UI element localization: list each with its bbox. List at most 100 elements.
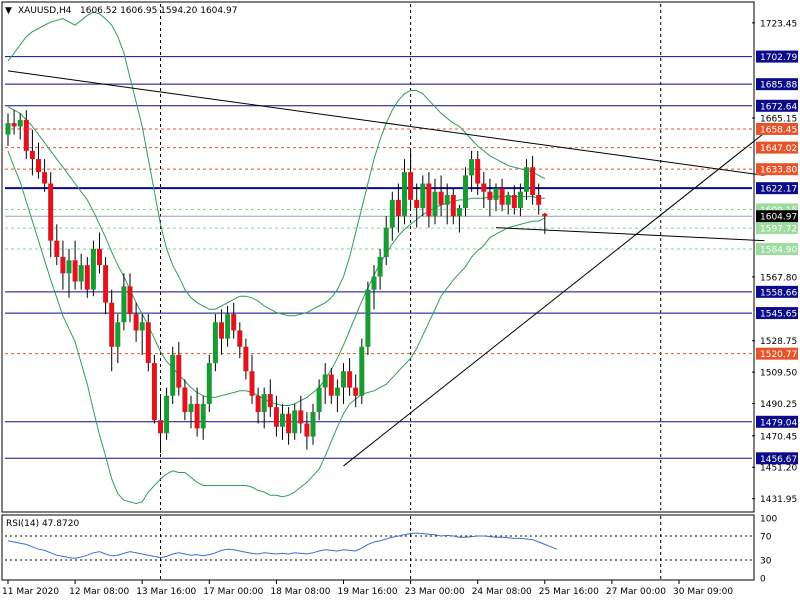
bullish-candle: [170, 354, 176, 396]
rsi-tick-label: 70: [760, 533, 772, 543]
bullish-candle: [517, 191, 523, 209]
bearish-candle: [353, 387, 359, 396]
bullish-candle: [261, 394, 267, 413]
bearish-candle: [273, 407, 279, 427]
y-tick-label: 1490.25: [760, 400, 797, 410]
bullish-candle: [322, 374, 328, 388]
bearish-candle: [414, 199, 420, 209]
bullish-candle: [78, 265, 84, 282]
bearish-candle: [151, 363, 157, 421]
price-level-label: 1633.80: [760, 166, 797, 176]
bearish-candle: [237, 330, 243, 347]
bearish-candle: [158, 420, 163, 434]
bearish-candle: [347, 371, 353, 388]
bearish-candle: [255, 395, 261, 413]
y-tick-label: 1528.75: [760, 337, 797, 347]
bearish-candle: [267, 394, 273, 408]
bullish-candle: [139, 322, 145, 331]
bearish-candle: [243, 346, 249, 372]
price-level-label: 1597.72: [760, 225, 797, 235]
price-level-badge: [756, 182, 798, 195]
bearish-candle: [219, 322, 224, 339]
price-level-badge: [756, 210, 798, 223]
bearish-candle: [438, 191, 444, 205]
bearish-candle: [109, 302, 115, 347]
bearish-candle: [536, 194, 542, 205]
bearish-candle: [328, 374, 334, 396]
bullish-candle: [359, 346, 365, 396]
bullish-candle: [402, 172, 407, 217]
price-level-label: 1456.67: [760, 455, 797, 465]
bullish-candle: [456, 208, 462, 217]
x-tick-label: 17 Mar 00:00: [203, 587, 263, 597]
price-level-label: 1584.90: [760, 246, 797, 256]
y-tick-label: 1665.15: [760, 115, 797, 125]
x-tick-label: 23 Mar 00:00: [405, 587, 465, 597]
rsi-tick-label: 0: [760, 575, 766, 585]
bearish-candle: [408, 172, 414, 200]
bullish-candle: [292, 410, 298, 434]
bearish-candle: [182, 387, 188, 413]
bullish-candle: [212, 322, 218, 364]
x-tick-label: 25 Mar 16:00: [539, 587, 599, 597]
price-level-label: 1672.64: [760, 102, 797, 112]
bearish-candle: [511, 194, 517, 209]
y-tick-label: 1431.95: [760, 495, 797, 505]
bearish-candle: [487, 191, 493, 200]
price-level-badge: [756, 243, 798, 256]
bullish-candle: [66, 260, 72, 274]
bearish-candle: [48, 183, 54, 241]
bearish-candle: [133, 314, 139, 331]
bollinger-upper-band: [7, 11, 546, 317]
bollinger-lower-band: [7, 150, 546, 505]
price-level-badge: [756, 452, 798, 465]
y-tick-label: 1567.80: [760, 273, 797, 283]
bullish-candle: [310, 412, 316, 437]
price-level-label: 1520.77: [760, 350, 797, 360]
bullish-candle: [341, 371, 346, 388]
x-tick-label: 24 Mar 08:00: [472, 587, 532, 597]
price-level-badge: [756, 307, 798, 320]
bearish-candle: [475, 159, 481, 184]
bullish-candle: [225, 314, 231, 339]
price-level-label: 1479.04: [760, 418, 797, 428]
price-level-label: 1685.88: [760, 81, 797, 91]
y-tick-label: 1509.50: [760, 369, 797, 379]
bearish-candle: [84, 265, 90, 290]
bullish-candle: [469, 159, 475, 176]
x-tick-label: 13 Mar 16:00: [136, 587, 196, 597]
bearish-candle: [145, 322, 151, 364]
bearish-candle: [194, 403, 200, 429]
bullish-candle: [90, 248, 96, 290]
price-level-badge: [756, 78, 798, 91]
trendline: [495, 227, 765, 242]
bullish-candle: [493, 188, 499, 200]
x-tick-label: 27 Mar 00:00: [606, 587, 666, 597]
bullish-candle: [121, 286, 127, 323]
bullish-candle: [200, 403, 206, 429]
bearish-candle: [127, 286, 133, 315]
price-level-label: 1702.79: [760, 53, 797, 63]
bearish-candle: [499, 188, 505, 205]
price-level-badge: [756, 163, 798, 176]
price-level-badge: [756, 122, 798, 135]
y-tick-label: 1470.45: [760, 432, 797, 442]
bullish-candle: [334, 387, 340, 396]
bearish-candle: [42, 172, 48, 184]
bearish-candle: [450, 194, 456, 217]
bearish-candle: [286, 413, 292, 434]
price-level-label: 1604.97: [760, 213, 797, 223]
bearish-candle: [36, 159, 41, 173]
price-level-label: 1647.02: [760, 144, 797, 154]
x-tick-label: 18 Mar 08:00: [270, 587, 330, 597]
ohlc-readout: 1606.52 1606.95 1594.20 1604.97: [80, 6, 237, 16]
trendline: [343, 132, 765, 467]
bullish-candle: [316, 387, 322, 413]
bullish-candle: [365, 289, 371, 347]
price-level-label: 1622.17: [760, 185, 797, 195]
bullish-candle: [164, 395, 170, 434]
bullish-candle: [115, 322, 121, 347]
bullish-candle: [377, 257, 383, 277]
collapse-arrow-icon[interactable]: ▼: [5, 6, 12, 16]
